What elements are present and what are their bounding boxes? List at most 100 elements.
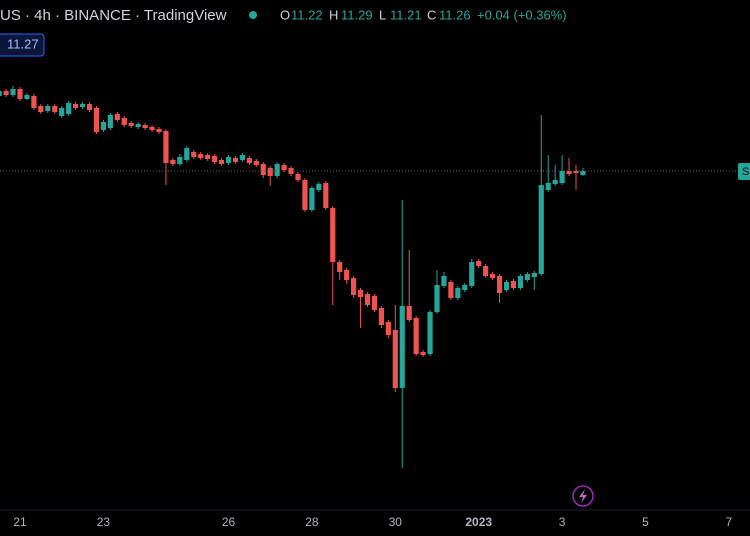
candle-body bbox=[371, 296, 378, 310]
candle-body bbox=[212, 156, 218, 162]
x-tick-label: 7 bbox=[726, 515, 733, 529]
candle-body bbox=[31, 96, 37, 108]
candle-body bbox=[86, 104, 93, 110]
x-tick-label: 26 bbox=[222, 515, 236, 529]
candle-body bbox=[218, 160, 225, 164]
candle-body bbox=[0, 91, 2, 96]
candle-body bbox=[267, 168, 273, 176]
candle-body bbox=[344, 270, 350, 280]
candle-body bbox=[107, 115, 113, 128]
candle-body bbox=[24, 95, 30, 99]
candle-body bbox=[399, 306, 405, 388]
candle-body bbox=[135, 124, 141, 127]
candle-body bbox=[177, 157, 183, 164]
candle-body bbox=[191, 152, 197, 157]
candle-body bbox=[517, 276, 523, 288]
candle-body bbox=[510, 281, 517, 288]
candle-body bbox=[100, 122, 106, 130]
candle-body bbox=[239, 155, 245, 160]
candle-body bbox=[163, 131, 169, 163]
candle-body bbox=[448, 282, 454, 298]
candle-body bbox=[79, 104, 86, 107]
candle-body bbox=[483, 266, 489, 276]
candle-body bbox=[378, 308, 384, 325]
legend-value: 11.21 bbox=[390, 7, 422, 22]
x-tick-label: 5 bbox=[642, 515, 649, 529]
chart-title: US · 4h · BINANCE · TradingView bbox=[0, 7, 227, 24]
candle-body bbox=[302, 180, 308, 210]
price-label: 11.27 bbox=[7, 36, 39, 51]
candle-body bbox=[128, 123, 134, 126]
legend-key: L bbox=[379, 7, 386, 22]
candle-body bbox=[427, 312, 433, 354]
candle-body bbox=[260, 164, 266, 175]
candle-body bbox=[385, 322, 391, 335]
candle-body bbox=[295, 174, 301, 180]
candle-body bbox=[114, 114, 120, 120]
candle-body bbox=[441, 276, 447, 286]
candle-body bbox=[330, 208, 336, 262]
candle-body bbox=[580, 171, 586, 175]
x-tick-label: 28 bbox=[305, 515, 319, 529]
candle-body bbox=[73, 104, 79, 108]
lightning-button[interactable] bbox=[572, 485, 594, 507]
plot-area bbox=[0, 86, 738, 468]
candle-body bbox=[121, 118, 127, 125]
candle-body bbox=[406, 306, 412, 320]
x-tick-label: 30 bbox=[389, 515, 403, 529]
candle-body bbox=[552, 180, 558, 184]
candle-body bbox=[434, 285, 440, 312]
lightning-icon[interactable] bbox=[579, 489, 587, 503]
candle-body bbox=[156, 129, 162, 132]
candle-body bbox=[420, 352, 426, 355]
candle-body bbox=[184, 148, 190, 160]
candle-body bbox=[281, 165, 287, 170]
candle-body bbox=[490, 274, 496, 278]
candle-body bbox=[573, 171, 579, 173]
candle-body bbox=[66, 103, 72, 114]
candle-body bbox=[337, 262, 343, 272]
legend-value: 11.26 bbox=[439, 7, 471, 22]
candle-body bbox=[364, 294, 371, 305]
x-tick-label: 23 bbox=[97, 515, 111, 529]
legend-value: 11.29 bbox=[341, 7, 373, 22]
candle-body bbox=[225, 157, 232, 163]
legend-key: H bbox=[329, 7, 338, 22]
candle-body bbox=[545, 183, 551, 190]
candle-body bbox=[149, 127, 155, 130]
candle-body bbox=[538, 185, 544, 274]
candle-body bbox=[309, 188, 315, 210]
candle-body bbox=[10, 89, 16, 95]
candle-body bbox=[323, 183, 329, 208]
candle-body bbox=[496, 276, 503, 293]
candle-body bbox=[503, 282, 510, 290]
legend-key: O bbox=[280, 7, 290, 22]
candle-body bbox=[455, 288, 461, 298]
candle-body bbox=[357, 290, 364, 297]
candle-body bbox=[469, 262, 475, 286]
right-label-box bbox=[738, 163, 750, 180]
candle-body bbox=[392, 330, 398, 388]
x-tick-label: 2023 bbox=[465, 515, 492, 529]
candle-body bbox=[205, 155, 211, 159]
candle-body bbox=[246, 158, 252, 163]
candle-body bbox=[524, 274, 530, 280]
candle-body bbox=[413, 318, 419, 354]
candle-body bbox=[232, 158, 239, 162]
candle-body bbox=[351, 278, 357, 295]
candle-body bbox=[3, 91, 9, 95]
candle-body bbox=[59, 108, 65, 116]
candle-body bbox=[93, 108, 100, 132]
status-dot bbox=[249, 11, 257, 19]
lightning-ring[interactable] bbox=[572, 485, 594, 507]
candle-body bbox=[559, 171, 565, 183]
price-label-box bbox=[0, 33, 45, 57]
legend-change: +0.04 (+0.36%) bbox=[477, 7, 567, 22]
candle-body bbox=[17, 89, 23, 99]
x-tick-label: 21 bbox=[13, 515, 27, 529]
candle-body bbox=[462, 285, 468, 290]
legend-key: C bbox=[427, 7, 436, 22]
